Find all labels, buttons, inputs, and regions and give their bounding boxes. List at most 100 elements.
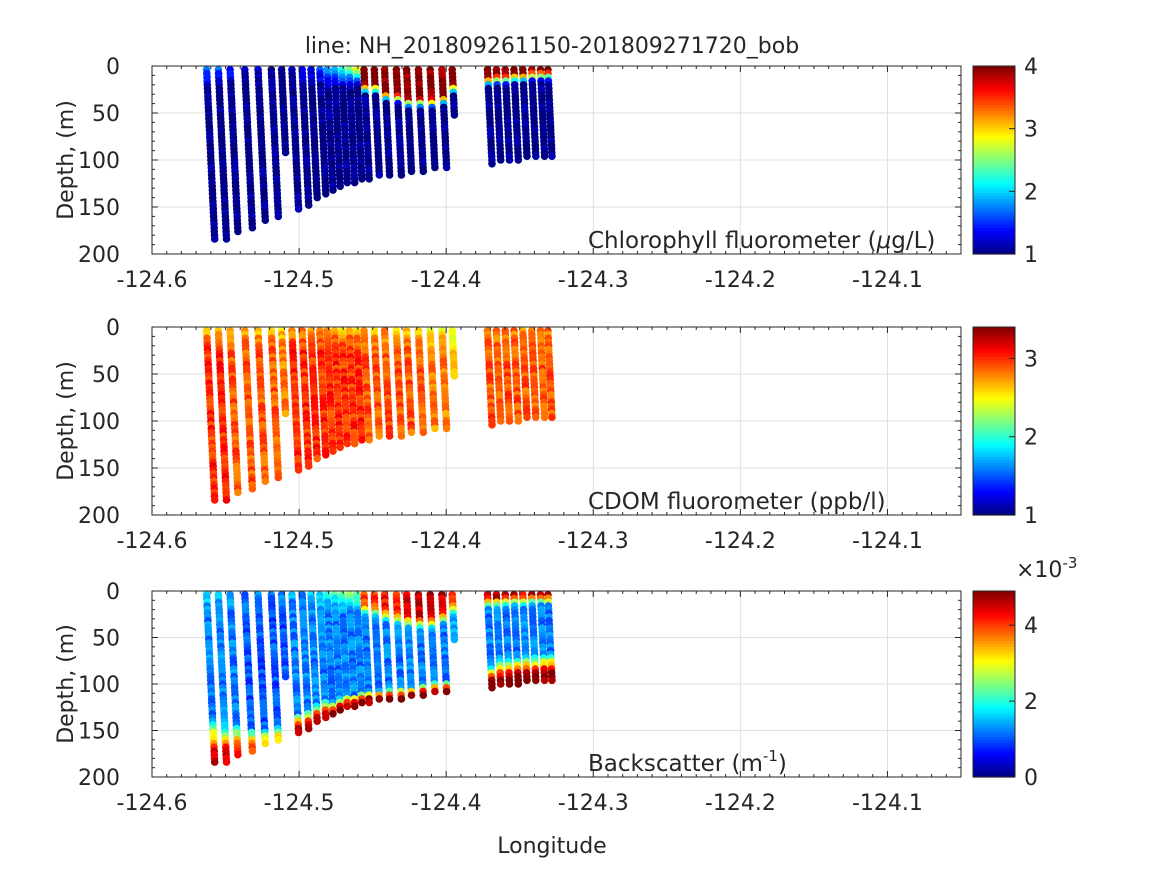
profile-22 [426, 590, 439, 696]
profile-12 [330, 327, 345, 452]
profile-29 [519, 590, 531, 685]
data-point [419, 691, 428, 699]
colorbar-swatch [973, 192, 1015, 196]
data-point [496, 156, 505, 164]
x-tick-label: -124.4 [411, 791, 482, 816]
data-point [304, 724, 313, 733]
x-tick-label: -124.2 [705, 529, 776, 554]
data-point [313, 717, 322, 725]
data-point [281, 148, 290, 157]
colorbar-swatch [973, 497, 1015, 501]
colorbar-swatch [973, 762, 1015, 766]
data-point [234, 750, 242, 759]
colorbar-swatch [973, 391, 1015, 396]
panel-cdom: -124.6 -124.5 -124.4 -124.3 -124.2 -124.1 0 50 1… [54, 316, 1038, 554]
profile-32 [544, 327, 556, 422]
y-axis-label: Depth, (m) [54, 100, 79, 220]
x-axis-label: Longitude [497, 834, 606, 859]
colorbar-swatch [973, 356, 1015, 360]
colorbar-swatch [973, 625, 1015, 630]
profile-5 [267, 590, 283, 744]
profile-8 [298, 590, 313, 733]
data-point [488, 683, 496, 692]
data-point [385, 171, 394, 179]
colorbar-swatch [973, 646, 1015, 650]
panel-annotation: CDOM fluorometer (ppb/l) [588, 489, 886, 515]
data-point [304, 462, 313, 470]
profile-23 [438, 66, 451, 172]
colorbar-swatch [973, 329, 1015, 334]
colorbar-swatch [973, 485, 1015, 490]
data-point [358, 436, 366, 444]
x-tick-label: -124.4 [411, 529, 482, 554]
data-point [322, 713, 330, 722]
colorbar-swatch [973, 756, 1015, 761]
profile-20 [402, 590, 416, 699]
data-point [329, 447, 337, 455]
colorbar-swatch [973, 335, 1015, 340]
colorbar-swatch [973, 599, 1015, 604]
profile-29 [519, 327, 531, 422]
colorbar-swatch [973, 611, 1015, 615]
data-point [375, 171, 384, 179]
colorbar-swatch [973, 456, 1015, 460]
colorbar-swatch [973, 459, 1015, 463]
colorbar-swatch [973, 353, 1015, 357]
profile-20 [402, 327, 416, 437]
colorbar-swatch [973, 654, 1015, 659]
data-point [514, 417, 523, 425]
profile-8 [298, 66, 313, 209]
colorbar-swatch [973, 133, 1015, 138]
colorbar-swatch [973, 429, 1015, 434]
colorbar-swatch [973, 371, 1015, 375]
colorbar-swatch [973, 409, 1015, 413]
data-point [375, 695, 384, 703]
colorbar-swatch [973, 707, 1015, 711]
colorbar-swatch [973, 148, 1015, 152]
profile-27 [501, 66, 514, 164]
profile-16 [360, 66, 374, 183]
panel-backscatter: -124.6 -124.5 -124.4 -124.3 -124.2 -124.1 0 50 1… [54, 554, 1077, 816]
data-point [540, 152, 549, 160]
colorbar-swatch [973, 768, 1015, 772]
colorbar-swatch [973, 92, 1015, 96]
colorbar-swatch [973, 426, 1015, 431]
colorbar-swatch [973, 418, 1015, 422]
colorbar-swatch [973, 362, 1015, 366]
profile-6 [277, 66, 290, 157]
data-point [385, 432, 394, 440]
colorbar-swatch [973, 245, 1015, 249]
colorbar: 1 2 3 [972, 326, 1038, 529]
colorbar-swatch [973, 118, 1015, 123]
colorbar-swatch [973, 692, 1015, 697]
data-point [540, 676, 549, 685]
colorbar-swatch [973, 695, 1015, 700]
colorbar-swatch [973, 491, 1015, 496]
colorbar-swatch [973, 739, 1015, 743]
colorbar-swatch [973, 468, 1015, 472]
colorbar-swatch [973, 248, 1015, 252]
x-tick-label: -124.4 [411, 268, 482, 293]
colorbar-swatch [973, 509, 1015, 513]
profile-23 [438, 327, 451, 433]
data-point [523, 152, 531, 160]
profile-9 [307, 327, 322, 463]
colorbar-frame [972, 590, 1016, 778]
data-point [336, 706, 345, 714]
colorbar-swatch [973, 227, 1015, 232]
colorbar-swatch [973, 447, 1015, 451]
colorbar-swatch [973, 198, 1015, 202]
colorbar-swatch [973, 701, 1015, 705]
colorbar-swatch [973, 221, 1015, 226]
data-point [234, 488, 242, 497]
profile-32 [544, 590, 556, 685]
data-point [419, 167, 428, 176]
colorbar-swatch [973, 388, 1015, 393]
data-point [313, 454, 322, 463]
data-point [514, 680, 523, 688]
colorbar-tick-label: 4 [1024, 55, 1038, 80]
data-point [358, 175, 366, 183]
profile-25 [483, 327, 496, 429]
data-point [397, 171, 406, 179]
